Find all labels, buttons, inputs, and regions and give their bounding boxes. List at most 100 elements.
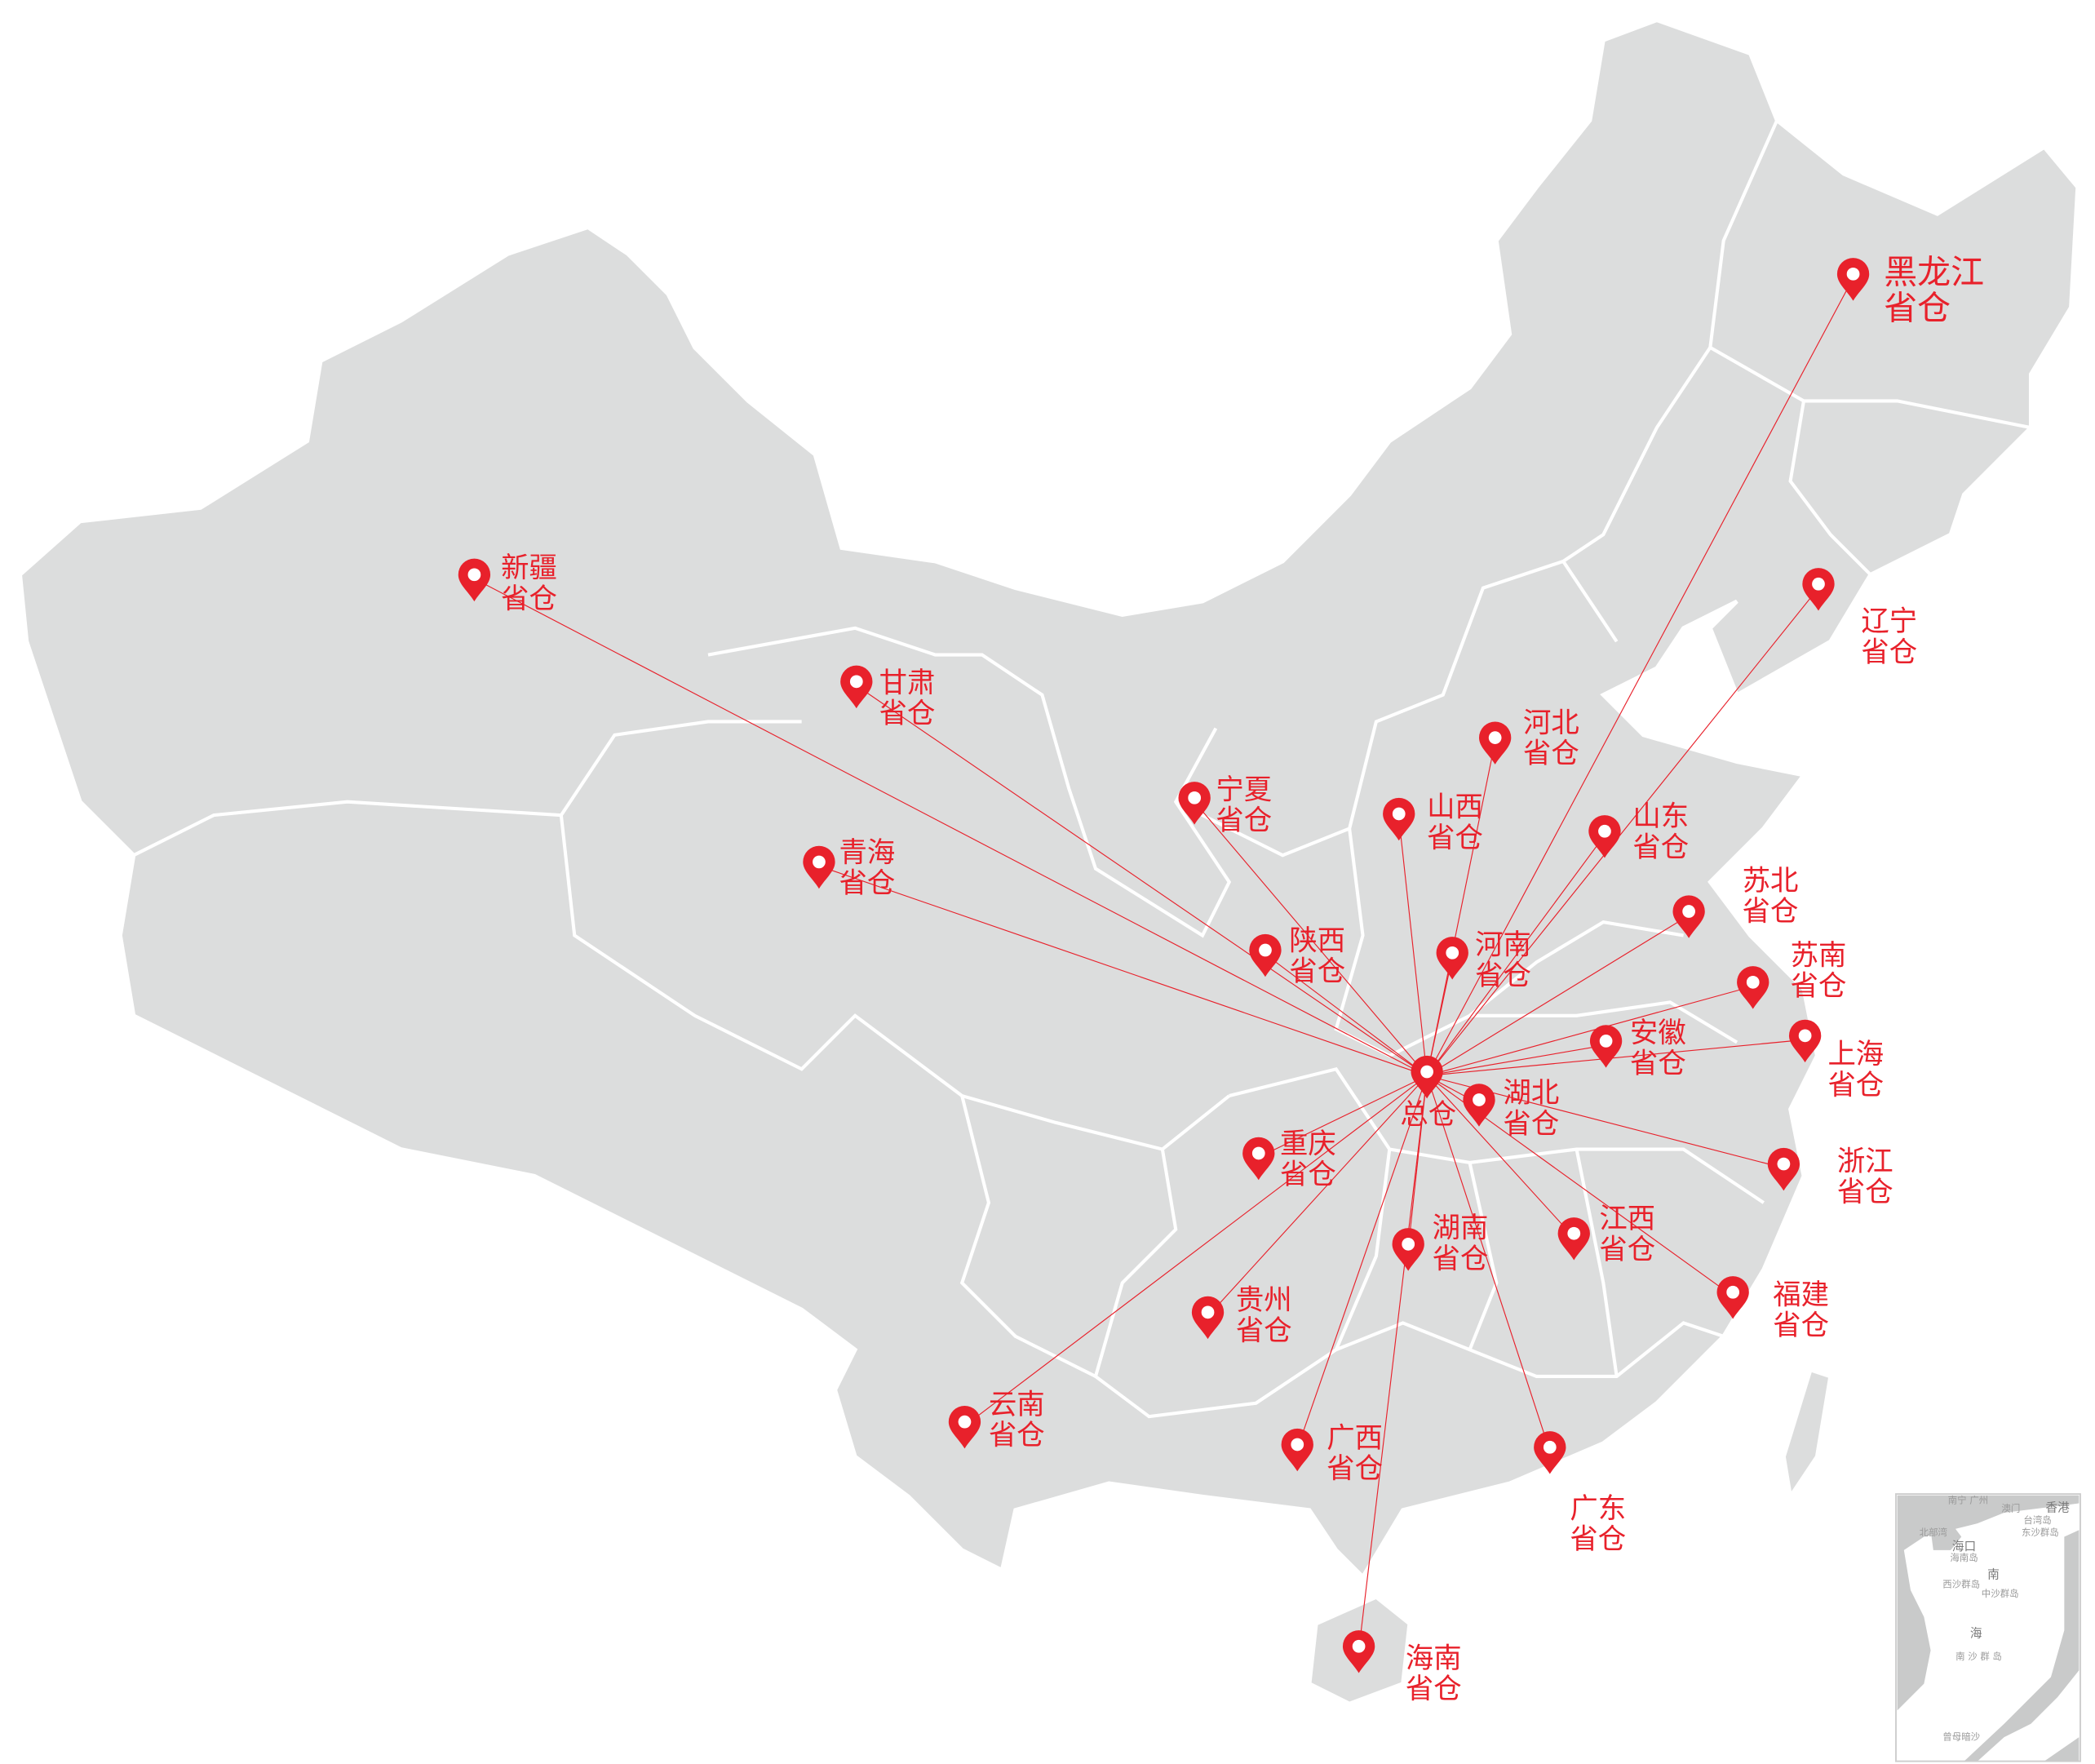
label-line: 省仓 xyxy=(1503,1108,1559,1141)
route-subei xyxy=(1426,915,1690,1076)
label-line: 上海 xyxy=(1827,1039,1884,1071)
inset-label: 中沙群岛 xyxy=(1982,1588,2019,1599)
inset-label: 海 xyxy=(1970,1626,1982,1640)
inset-land-north xyxy=(1897,1495,2079,1711)
route-qinghai xyxy=(818,865,1428,1077)
warehouse-pin-hunan[interactable] xyxy=(1392,1228,1424,1271)
warehouse-pin-qinghai[interactable] xyxy=(803,845,835,889)
label-line: 宁夏 xyxy=(1216,773,1272,806)
warehouse-pin-anhui[interactable] xyxy=(1589,1025,1623,1068)
route-sunan xyxy=(1426,986,1753,1077)
warehouse-pin-shanxi[interactable] xyxy=(1383,797,1415,841)
warehouse-label-jiangxi: 江西省仓 xyxy=(1599,1203,1655,1266)
route-xinjiang xyxy=(474,578,1428,1076)
inset-label: 东沙群岛 xyxy=(2022,1527,2059,1538)
warehouse-pin-zhejiang[interactable] xyxy=(1767,1147,1800,1191)
label-line: 辽宁 xyxy=(1861,605,1917,638)
pin-hole xyxy=(1392,807,1406,821)
route-shanghai xyxy=(1427,1039,1805,1077)
warehouse-label-hubei: 湖北省仓 xyxy=(1503,1077,1559,1141)
hub-label: 总仓 xyxy=(1400,1098,1456,1131)
warehouse-label-yunnan: 云南省仓 xyxy=(989,1389,1045,1452)
label-line: 省仓 xyxy=(1791,970,1847,1003)
inset-label: 北部湾 xyxy=(1920,1527,1947,1538)
pin-hole xyxy=(1812,577,1825,591)
inset-land-east xyxy=(1964,1530,2079,1762)
pin-hole xyxy=(813,855,826,869)
warehouse-pin-xinjiang[interactable] xyxy=(458,558,491,602)
warehouse-pin-hainan[interactable] xyxy=(1342,1630,1375,1673)
warehouse-pin-henan[interactable] xyxy=(1436,937,1468,980)
label-line: 省仓 xyxy=(1427,822,1483,854)
label-line: 新疆 xyxy=(501,552,557,585)
pin-hole xyxy=(1846,267,1860,281)
pin-hole xyxy=(1682,905,1695,918)
label-line: 省仓 xyxy=(1236,1315,1292,1348)
warehouse-label-hunan: 湖南省仓 xyxy=(1433,1212,1489,1276)
label-line: 省仓 xyxy=(989,1419,1045,1452)
warehouse-pin-shandong[interactable] xyxy=(1588,815,1621,858)
warehouse-pin-yunnan[interactable] xyxy=(948,1406,981,1449)
warehouse-label-zhejiang: 浙江省仓 xyxy=(1837,1146,1893,1209)
taiwan-island xyxy=(1781,1367,1833,1502)
warehouse-pin-shaanxi[interactable] xyxy=(1249,933,1282,977)
warehouse-pin-heilongjiang[interactable] xyxy=(1836,258,1870,301)
pin-hole xyxy=(1259,943,1272,957)
warehouse-label-qinghai: 青海省仓 xyxy=(839,836,896,900)
label-line: 省仓 xyxy=(501,583,557,615)
warehouse-pin-shanghai[interactable] xyxy=(1788,1019,1822,1063)
warehouse-label-sunan: 苏南省仓 xyxy=(1791,940,1847,1004)
label-line: 苏南 xyxy=(1791,940,1847,973)
warehouse-pin-guangdong[interactable] xyxy=(1534,1431,1566,1474)
label-line: 苏北 xyxy=(1743,865,1799,898)
label-line: 浙江 xyxy=(1837,1146,1893,1178)
label-line: 省仓 xyxy=(1433,1243,1489,1275)
inset-label: 台湾岛 xyxy=(2023,1514,2051,1526)
route-jiangxi xyxy=(1426,1075,1575,1239)
label-line: 省仓 xyxy=(1570,1523,1626,1556)
warehouse-pin-hubei[interactable] xyxy=(1463,1084,1495,1127)
warehouse-pin-hebei[interactable] xyxy=(1478,721,1512,765)
warehouse-pin-sunan[interactable] xyxy=(1737,966,1769,1009)
route-yunnan xyxy=(964,1075,1428,1427)
warehouse-pin-guangxi[interactable] xyxy=(1281,1428,1313,1472)
pin-hole xyxy=(849,675,863,689)
warehouse-label-ningxia: 宁夏省仓 xyxy=(1216,773,1272,837)
route-henan xyxy=(1426,956,1453,1076)
warehouse-pin-ningxia[interactable] xyxy=(1178,782,1211,825)
hub-pin[interactable] xyxy=(1411,1055,1443,1099)
pin-hole xyxy=(1798,1029,1812,1043)
route-anhui xyxy=(1427,1044,1606,1077)
label-line: 湖北 xyxy=(1503,1077,1559,1110)
inset-label: 香港 xyxy=(2045,1500,2070,1514)
warehouse-pin-gansu[interactable] xyxy=(840,665,873,709)
pin-hole xyxy=(467,568,481,582)
label-line: 江西 xyxy=(1599,1203,1655,1235)
warehouse-label-xinjiang: 新疆省仓 xyxy=(501,552,557,616)
route-liaoning xyxy=(1426,587,1819,1076)
pin-hole xyxy=(1777,1157,1791,1171)
warehouse-label-guangdong: 广东省仓 xyxy=(1570,1493,1626,1557)
warehouse-pin-subei[interactable] xyxy=(1672,895,1705,938)
warehouse-label-fujian: 福建省仓 xyxy=(1773,1279,1829,1343)
route-shanxi xyxy=(1398,818,1428,1076)
warehouse-pin-jiangxi[interactable] xyxy=(1557,1217,1590,1261)
inset-label: 南 xyxy=(1987,1567,2000,1581)
warehouse-pin-chongqing[interactable] xyxy=(1242,1137,1275,1181)
label-line: 省仓 xyxy=(839,867,896,900)
label-line: 黑龙江 xyxy=(1884,252,1984,291)
pin-hole xyxy=(1599,1035,1613,1048)
label-line: 省仓 xyxy=(1475,960,1531,992)
pin-hole xyxy=(1488,731,1502,744)
warehouse-label-shandong: 山东省仓 xyxy=(1632,800,1689,864)
route-chongqing xyxy=(1258,1075,1428,1158)
label-line: 省仓 xyxy=(1827,1069,1884,1101)
warehouse-pin-fujian[interactable] xyxy=(1716,1276,1749,1319)
warehouse-pin-liaoning[interactable] xyxy=(1802,568,1835,611)
pin-hole xyxy=(1543,1440,1557,1454)
inset-label: 澳门 xyxy=(2001,1502,2020,1514)
warehouse-pin-guizhou[interactable] xyxy=(1191,1296,1225,1340)
label-line: 省仓 xyxy=(1406,1673,1462,1706)
label-line: 重庆 xyxy=(1280,1128,1336,1160)
